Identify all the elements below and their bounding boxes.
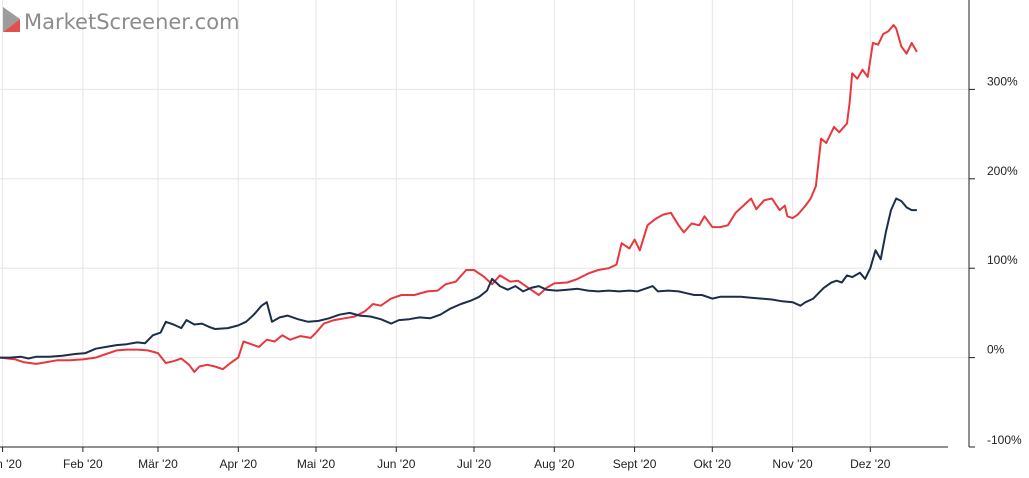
- x-tick-label: Jun '20: [377, 457, 416, 471]
- x-tick-label: Aug '20: [534, 457, 575, 471]
- grid: [0, 0, 969, 447]
- logo-icon: [3, 7, 20, 32]
- series-line-2: [0, 197, 917, 360]
- x-tick-label: Dez '20: [850, 457, 891, 471]
- y-tick-label: 0%: [987, 343, 1005, 357]
- marketscreener-logo: MarketScreener.com: [3, 7, 240, 34]
- x-tick-label: Feb '20: [63, 457, 103, 471]
- y-tick-label: 200%: [987, 164, 1018, 178]
- logo-icon-accent: [3, 19, 20, 32]
- y-tick-label: 100%: [987, 253, 1018, 267]
- series: [0, 24, 918, 373]
- x-tick-label: Mai '20: [297, 457, 336, 471]
- x-tick-label: Sept '20: [613, 457, 657, 471]
- x-tick-label: Jan '20: [0, 457, 22, 471]
- x-tick-label: Apr '20: [219, 457, 257, 471]
- y-tick-label: 300%: [987, 74, 1018, 88]
- x-tick-label: Nov '20: [772, 457, 813, 471]
- series-line-1: [0, 24, 918, 373]
- x-tick-label: Jul '20: [457, 457, 492, 471]
- x-tick-label: Mär '20: [138, 457, 178, 471]
- y-tick-label: -100%: [987, 433, 1022, 447]
- x-tick-label: Okt '20: [693, 457, 731, 471]
- logo-text: MarketScreener.com: [24, 10, 240, 34]
- axes: -100% 0% 100% 200% 300% Jan '20 Feb '20 Mär '20…: [0, 0, 1022, 471]
